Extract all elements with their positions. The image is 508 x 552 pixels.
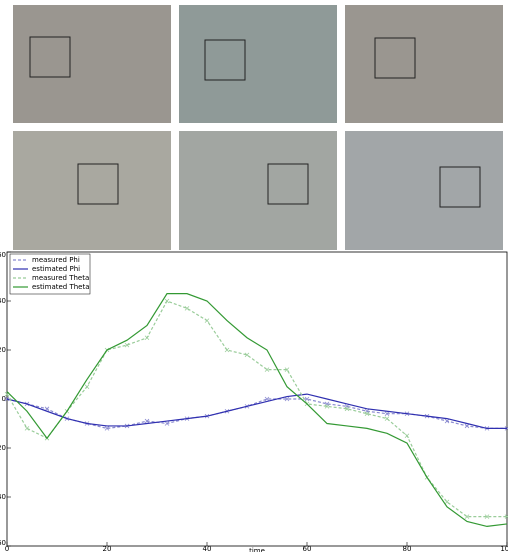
- x-tick-label: 0: [5, 545, 9, 552]
- x-tick-label: 100: [500, 545, 508, 552]
- x-axis-label: time: [249, 547, 265, 552]
- y-tick-label: 40: [0, 297, 6, 305]
- photo: [13, 131, 171, 250]
- legend-label: estimated Phi: [32, 265, 80, 273]
- y-tick-label: 20: [0, 346, 6, 354]
- photo: [179, 5, 337, 123]
- x-tick-label: 20: [103, 545, 112, 552]
- legend-label: measured Theta: [32, 274, 89, 282]
- photo: [345, 131, 503, 250]
- photo: [13, 5, 171, 123]
- photo-grid: [13, 5, 503, 250]
- chart: -60-40-200204060020406080100measured Phi…: [0, 251, 508, 552]
- photo: [179, 131, 337, 250]
- legend-label: estimated Theta: [32, 283, 90, 291]
- y-tick-label: -20: [0, 444, 6, 452]
- x-tick-label: 40: [203, 545, 212, 552]
- figure: -60-40-200204060020406080100measured Phi…: [0, 0, 508, 552]
- legend-label: measured Phi: [32, 256, 80, 264]
- plot-area: [7, 252, 507, 546]
- x-tick-label: 80: [403, 545, 412, 552]
- photo: [345, 5, 503, 123]
- x-tick-label: 60: [303, 545, 312, 552]
- y-tick-label: 60: [0, 251, 6, 259]
- y-tick-label: -40: [0, 493, 6, 501]
